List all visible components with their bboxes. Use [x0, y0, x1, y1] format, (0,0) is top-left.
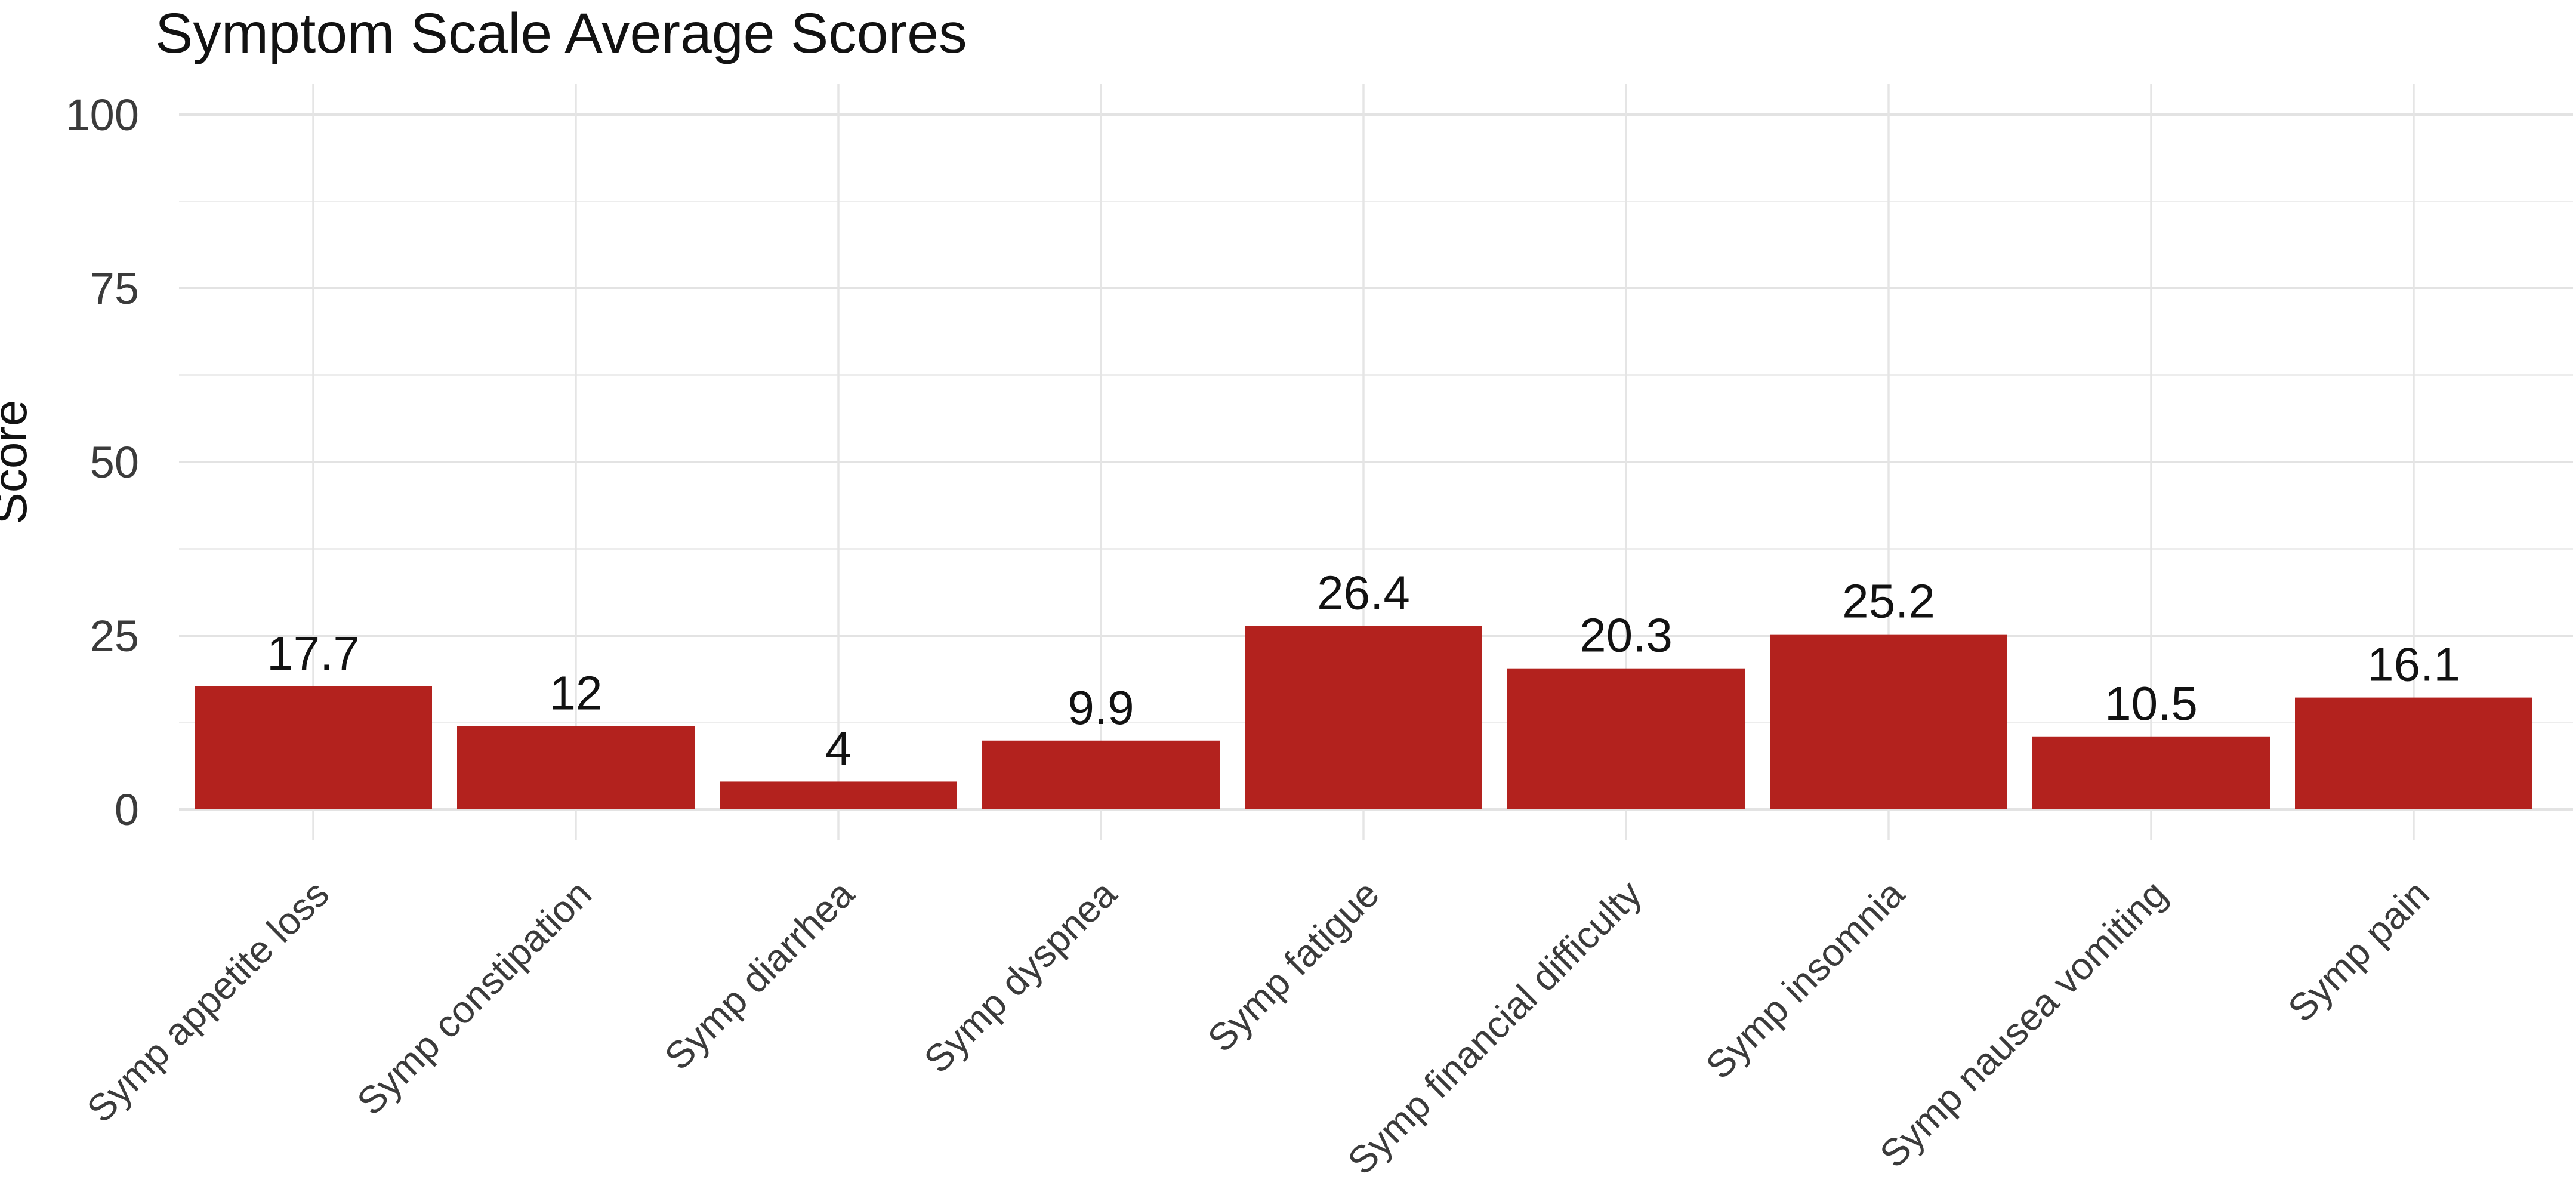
bar-symp-nausea-vomiting: [2032, 736, 2270, 809]
x-tick-label: Symp dyspnea: [916, 872, 1125, 1082]
x-tick-label: Symp insomnia: [1698, 872, 1913, 1088]
bar-value-label: 10.5: [2105, 677, 2198, 730]
y-tick-label: 25: [90, 611, 139, 661]
bar-value-label: 12: [550, 666, 603, 719]
bar-value-label: 9.9: [1068, 681, 1134, 734]
x-tick-label: Symp fatigue: [1199, 872, 1387, 1060]
y-axis-tick-labels: 0 25 50 75 100: [66, 90, 139, 834]
y-tick-label: 75: [90, 264, 139, 313]
bar-value-label: 4: [825, 722, 852, 775]
bar-value-label: 26.4: [1317, 566, 1410, 620]
bar-symp-fatigue: [1245, 626, 1482, 809]
x-tick-label: Symp pain: [2279, 872, 2438, 1030]
y-tick-label: 50: [90, 438, 139, 487]
x-tick-label: Symp diarrhea: [656, 872, 862, 1078]
bars: [195, 626, 2532, 809]
bar-value-label: 17.7: [267, 627, 360, 680]
bar-symp-financial-difficulty: [1507, 668, 1745, 809]
x-tick-label: Symp nausea vomiting: [1871, 872, 2175, 1176]
y-tick-label: 0: [115, 785, 139, 834]
x-tick-label: Symp appetite loss: [79, 872, 337, 1131]
bar-symp-pain: [2295, 697, 2532, 809]
bar-symp-constipation: [457, 726, 695, 809]
y-tick-label: 100: [66, 90, 139, 140]
x-axis-tick-labels: Symp appetite loss Symp constipation Symp …: [79, 872, 2438, 1183]
bar-value-labels: 17.7 12 4 9.9 26.4 20.3 25.2 10.5 16.1: [267, 566, 2460, 775]
x-tick-label: Symp financial difficulty: [1339, 872, 1649, 1182]
x-tick-label: Symp constipation: [348, 872, 600, 1123]
bar-symp-insomnia: [1770, 634, 2007, 809]
y-axis-title: Score: [0, 400, 36, 525]
bar-value-label: 25.2: [1842, 575, 1935, 628]
chart-title: Symptom Scale Average Scores: [155, 2, 967, 65]
bar-symp-dyspnea: [982, 740, 1220, 809]
bar-symp-appetite-loss: [195, 686, 432, 809]
bar-value-label: 20.3: [1579, 609, 1673, 662]
bar-value-label: 16.1: [2367, 638, 2460, 691]
bar-symp-diarrhea: [720, 781, 957, 809]
